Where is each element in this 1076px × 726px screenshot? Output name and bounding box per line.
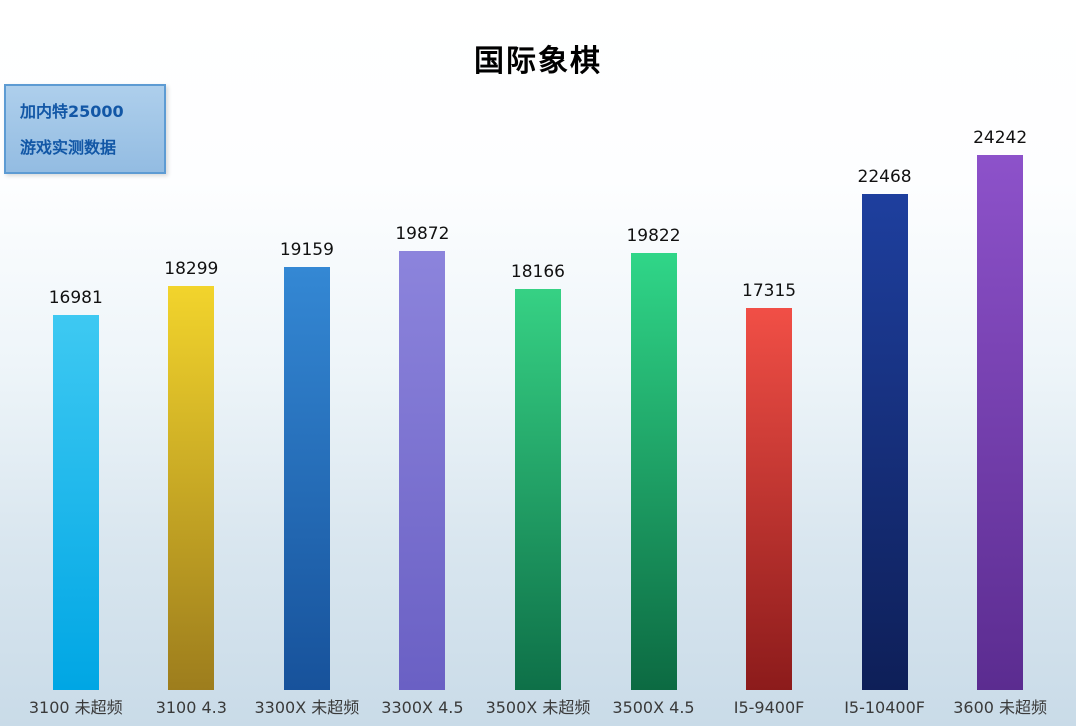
bar-column: 22468 I5-10400F xyxy=(830,167,940,726)
bar-category-label: 3300X 4.5 xyxy=(381,698,464,717)
bar xyxy=(630,253,677,690)
bar-category-label: 3100 4.3 xyxy=(155,698,227,717)
bar-category-label: 3500X 4.5 xyxy=(612,698,695,717)
bar xyxy=(746,308,793,690)
bar xyxy=(399,251,446,690)
bar-value-label: 18299 xyxy=(164,259,219,279)
bar-category-label: 3100 未超频 xyxy=(28,698,123,717)
bar-value-label: 19822 xyxy=(626,226,681,246)
bar xyxy=(514,289,561,690)
legend-line-1: 加内特25000 xyxy=(20,102,124,121)
bar-category-label: I5-9400F xyxy=(733,698,805,717)
bar-value-label: 19872 xyxy=(395,224,450,244)
chart-title: 国际象棋 xyxy=(474,44,602,79)
bars-row: 16981 3100 未超频 18299 3100 4.3 19159 3300X 未超频… xyxy=(18,106,1058,726)
bar-column: 24242 3600 未超频 xyxy=(945,128,1055,726)
bar-value-label: 22468 xyxy=(857,167,912,187)
legend-line-2: 游戏实测数据 xyxy=(20,138,117,157)
bar-category-label: 3500X 未超频 xyxy=(485,698,591,717)
bar-category-label: 3300X 未超频 xyxy=(254,698,360,717)
bar-column: 19872 3300X 4.5 xyxy=(367,224,477,726)
bar-category-label: 3600 未超频 xyxy=(953,698,1048,717)
bar xyxy=(168,286,215,690)
bar xyxy=(861,194,908,690)
bar-value-label: 24242 xyxy=(973,128,1028,148)
bar-value-label: 16981 xyxy=(48,288,103,308)
bar-column: 16981 3100 未超频 xyxy=(21,288,131,726)
bar-category-label: I5-10400F xyxy=(844,698,925,717)
bar-column: 17315 I5-9400F xyxy=(714,281,824,726)
bar-column: 19159 3300X 未超频 xyxy=(252,240,362,726)
legend-box: 加内特25000 游戏实测数据 xyxy=(4,84,166,174)
bar-value-label: 17315 xyxy=(742,281,797,301)
bar-column: 18166 3500X 未超频 xyxy=(483,262,593,726)
bar xyxy=(283,267,330,690)
bar-column: 19822 3500X 4.5 xyxy=(599,226,709,726)
bar xyxy=(977,155,1024,690)
bar xyxy=(52,315,99,690)
bar-value-label: 18166 xyxy=(510,262,565,282)
bar-column: 18299 3100 4.3 xyxy=(136,259,246,726)
bar-value-label: 19159 xyxy=(279,240,334,260)
